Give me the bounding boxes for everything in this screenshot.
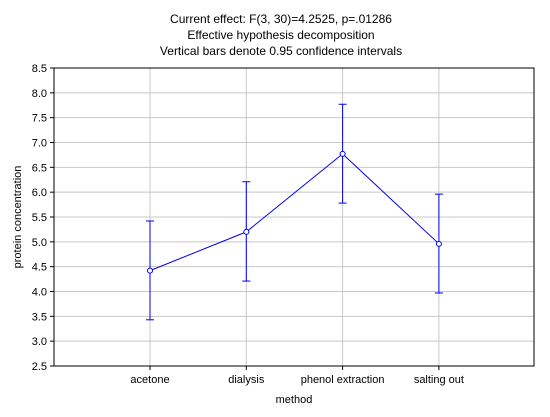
y-tick-label: 8.5 (32, 63, 47, 75)
y-tick-label: 8.0 (32, 88, 47, 100)
title-line-2: Effective hypothesis decomposition (187, 28, 374, 42)
y-tick-label: 4.0 (32, 287, 47, 299)
y-tick-label: 4.5 (32, 262, 47, 274)
y-tick-label: 3.0 (32, 336, 47, 348)
y-axis: 2.5 3.0 3.5 4.0 4.5 5.0 5.5 6.0 6.5 7.0 7.5 8.0 8.5 (32, 63, 54, 373)
series (146, 103, 443, 321)
data-point (339, 150, 346, 157)
data-point (435, 240, 442, 247)
y-tick-label: 6.0 (32, 187, 47, 199)
data-point (243, 228, 250, 235)
x-tick-label: dialysis (228, 374, 265, 386)
x-axis-label: method (276, 394, 313, 406)
y-tick-label: 2.5 (32, 361, 47, 373)
y-tick-label: 5.0 (32, 237, 47, 249)
title-line-3: Vertical bars denote 0.95 confidence int… (160, 44, 402, 58)
title-line-1: Current effect: F(3, 30)=4.2525, p=.0128… (170, 12, 392, 26)
x-tick-label: acetone (130, 374, 169, 386)
chart-title: Current effect: F(3, 30)=4.2525, p=.0128… (160, 12, 402, 58)
x-tick-label: salting out (414, 374, 464, 386)
grid (54, 68, 534, 366)
y-tick-label: 5.5 (32, 212, 47, 224)
x-tick-label: phenol extraction (301, 374, 385, 386)
y-tick-label: 3.5 (32, 311, 47, 323)
x-axis: acetone dialysis phenol extraction salting … (130, 366, 464, 386)
y-tick-label: 7.0 (32, 138, 47, 150)
data-point (147, 267, 153, 274)
series-line (149, 153, 440, 272)
y-axis-label: protein concentration (12, 166, 24, 269)
y-tick-label: 7.5 (32, 113, 47, 125)
y-tick-label: 6.5 (32, 162, 47, 174)
